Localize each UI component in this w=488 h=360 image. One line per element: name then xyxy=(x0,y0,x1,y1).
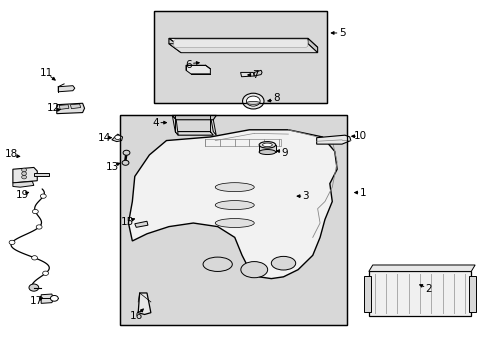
Bar xyxy=(120,116,346,325)
Polygon shape xyxy=(240,72,254,77)
Ellipse shape xyxy=(259,141,275,148)
Circle shape xyxy=(32,256,38,260)
Polygon shape xyxy=(138,293,151,315)
Circle shape xyxy=(21,168,26,172)
Circle shape xyxy=(36,225,42,229)
Polygon shape xyxy=(259,145,275,152)
Polygon shape xyxy=(128,130,336,279)
Ellipse shape xyxy=(271,256,295,270)
Polygon shape xyxy=(34,173,49,176)
Polygon shape xyxy=(70,104,81,109)
Text: 12: 12 xyxy=(47,103,60,113)
Circle shape xyxy=(242,93,264,109)
Ellipse shape xyxy=(259,149,275,154)
Polygon shape xyxy=(316,135,350,144)
Polygon shape xyxy=(168,39,181,53)
Circle shape xyxy=(115,135,121,139)
Polygon shape xyxy=(368,271,470,316)
Text: 13: 13 xyxy=(105,162,119,172)
Polygon shape xyxy=(58,86,75,92)
Polygon shape xyxy=(59,105,69,109)
Text: 10: 10 xyxy=(353,131,366,141)
Circle shape xyxy=(9,240,15,244)
Polygon shape xyxy=(368,265,474,271)
Text: 4: 4 xyxy=(152,118,159,128)
Text: 3: 3 xyxy=(302,191,308,201)
FancyBboxPatch shape xyxy=(173,40,307,47)
Polygon shape xyxy=(57,103,84,114)
Polygon shape xyxy=(254,70,262,76)
Circle shape xyxy=(21,172,26,175)
Bar xyxy=(205,139,281,146)
Circle shape xyxy=(42,271,48,275)
Text: 7: 7 xyxy=(252,70,259,80)
Ellipse shape xyxy=(262,143,272,147)
Bar xyxy=(154,12,327,103)
Text: 8: 8 xyxy=(273,93,280,103)
Polygon shape xyxy=(175,132,213,135)
Text: 18: 18 xyxy=(5,149,18,159)
Circle shape xyxy=(41,194,46,198)
Text: 5: 5 xyxy=(338,28,345,38)
Bar xyxy=(120,116,346,325)
Ellipse shape xyxy=(241,262,267,278)
Polygon shape xyxy=(112,134,122,141)
Ellipse shape xyxy=(215,183,254,192)
Polygon shape xyxy=(363,276,370,312)
Ellipse shape xyxy=(246,102,260,104)
Ellipse shape xyxy=(215,201,254,210)
Polygon shape xyxy=(468,276,475,312)
Polygon shape xyxy=(135,221,148,227)
Text: 16: 16 xyxy=(129,311,142,320)
Circle shape xyxy=(32,210,38,214)
Text: 17: 17 xyxy=(30,296,43,306)
Text: 14: 14 xyxy=(97,133,110,143)
Circle shape xyxy=(29,284,39,291)
Text: 19: 19 xyxy=(16,190,29,200)
Polygon shape xyxy=(172,116,178,135)
Circle shape xyxy=(123,150,130,155)
Text: 2: 2 xyxy=(425,284,431,294)
Text: 15: 15 xyxy=(120,217,133,227)
Polygon shape xyxy=(168,39,317,47)
Circle shape xyxy=(50,296,58,301)
Polygon shape xyxy=(307,39,317,53)
Circle shape xyxy=(21,175,26,179)
Polygon shape xyxy=(172,116,216,120)
Circle shape xyxy=(246,96,260,106)
Polygon shape xyxy=(41,294,53,303)
Text: 9: 9 xyxy=(281,148,288,158)
Polygon shape xyxy=(168,44,317,53)
Text: 1: 1 xyxy=(359,188,366,198)
Polygon shape xyxy=(13,181,34,187)
Polygon shape xyxy=(210,116,216,135)
Polygon shape xyxy=(185,65,210,74)
Text: 11: 11 xyxy=(40,68,53,78)
Text: 6: 6 xyxy=(185,60,191,70)
Ellipse shape xyxy=(215,219,254,228)
Circle shape xyxy=(122,160,129,165)
Ellipse shape xyxy=(203,257,232,271)
Bar xyxy=(154,12,327,103)
Polygon shape xyxy=(13,167,37,183)
